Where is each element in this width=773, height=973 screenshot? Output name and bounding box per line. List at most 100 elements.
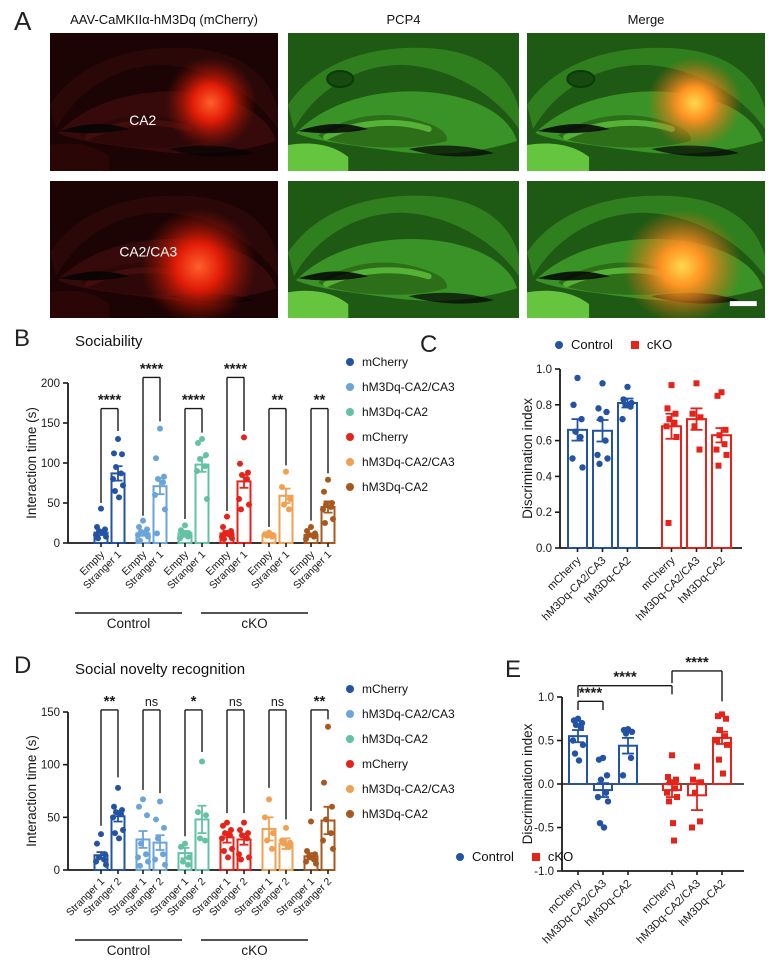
bar xyxy=(135,796,151,872)
discrimination-legend-novelty: Control cKO xyxy=(456,849,573,864)
sig-bracket: **** xyxy=(224,360,247,511)
svg-text:0: 0 xyxy=(54,538,60,550)
legend-label: mCherry xyxy=(362,355,409,369)
svg-text:100: 100 xyxy=(41,458,60,470)
sig-bracket: ** xyxy=(100,693,119,826)
circle-marker-icon xyxy=(346,685,354,693)
bar xyxy=(592,380,613,549)
discrimination-legend-sociability: Control cKO xyxy=(555,337,672,352)
svg-text:****: **** xyxy=(182,392,206,409)
bar xyxy=(617,383,638,550)
svg-text:cKO: cKO xyxy=(241,616,267,631)
bar xyxy=(219,513,235,544)
bar xyxy=(236,819,252,872)
bar xyxy=(686,380,707,550)
sig-bracket: ** xyxy=(268,392,287,527)
svg-text:150: 150 xyxy=(41,707,60,719)
bar xyxy=(152,425,168,544)
bar xyxy=(618,725,638,785)
bar xyxy=(303,524,319,544)
legend-label: hM3Dq-CA2 xyxy=(362,405,429,419)
panel-d-title: Social novelty recognition xyxy=(75,661,246,678)
axes: -1.0 -0.5 0.0 0.5 1.0 Discrimination index xyxy=(520,692,744,878)
sig-bracket: ns xyxy=(268,695,287,820)
svg-text:**: ** xyxy=(314,693,326,710)
legend-item: hM3Dq-CA2 xyxy=(346,732,455,746)
legend-label: mCherry xyxy=(362,682,409,696)
panel-b-label: B xyxy=(14,325,31,352)
legend-label: Control xyxy=(472,849,514,864)
legend-label: hM3Dq-CA2/CA3 xyxy=(362,380,455,394)
bar xyxy=(152,798,168,871)
svg-text:0.2: 0.2 xyxy=(536,507,552,519)
legend-label: hM3Dq-CA2/CA3 xyxy=(362,455,455,469)
circle-marker-icon xyxy=(346,760,354,768)
bar xyxy=(177,840,193,871)
bar xyxy=(568,715,588,785)
social-novelty-chart: 0 50 100 150 Interaction time (s) ** ns * ns ns **… xyxy=(24,693,336,958)
region-label: CA2 xyxy=(129,112,156,128)
bar xyxy=(110,436,126,544)
circle-marker-icon xyxy=(346,735,354,743)
legend-label: Control xyxy=(571,337,613,352)
sig-bracket: ** xyxy=(310,392,329,521)
svg-text:150: 150 xyxy=(41,418,60,430)
bar xyxy=(93,831,109,871)
svg-text:50: 50 xyxy=(47,812,60,824)
svg-text:Interaction time (s): Interaction time (s) xyxy=(24,407,39,519)
sig-bracket: ns xyxy=(226,695,245,814)
circle-marker-icon xyxy=(346,358,354,366)
panel-c-discrimination-sociability: C 0.0 0.2 0.4 0.6 0.8 1.0 Discrimination index… xyxy=(420,325,773,655)
legend-item: hM3Dq-CA2/CA3 xyxy=(346,380,455,394)
bar xyxy=(261,529,277,544)
sig-bracket: **** xyxy=(577,669,673,697)
legend-item: mCherry xyxy=(346,757,455,771)
legend-item: mCherry xyxy=(346,355,455,369)
bar xyxy=(278,468,294,545)
panel-e-label: E xyxy=(505,656,522,683)
svg-text:100: 100 xyxy=(41,760,60,772)
circle-marker-icon xyxy=(555,340,563,349)
panel-a-label: A xyxy=(14,6,32,36)
svg-text:ns: ns xyxy=(271,695,284,709)
micrograph-red-row2: CA2/CA3 xyxy=(50,181,278,318)
svg-text:Discrimination index: Discrimination index xyxy=(520,398,535,519)
legend-label: mCherry xyxy=(362,430,409,444)
sig-bracket: * xyxy=(184,693,203,837)
micrograph-green-row2 xyxy=(288,181,519,318)
bar xyxy=(93,505,109,545)
panel-d-social-novelty: D Social novelty recognition 0 50 100 150 In… xyxy=(8,652,468,973)
legend-item: hM3Dq-CA2 xyxy=(346,480,455,494)
bar xyxy=(219,819,235,871)
circle-marker-icon xyxy=(346,383,354,391)
bar xyxy=(194,758,210,872)
legend-item: mCherry xyxy=(346,430,455,444)
bar xyxy=(135,517,151,544)
sig-bracket: **** xyxy=(140,360,164,516)
svg-text:****: **** xyxy=(140,360,164,377)
svg-text:Control: Control xyxy=(107,616,151,631)
circle-marker-icon xyxy=(346,810,354,818)
circle-marker-icon xyxy=(346,433,354,441)
circle-marker-icon xyxy=(456,852,464,861)
svg-text:ns: ns xyxy=(145,695,158,709)
legend-item: hM3Dq-CA2 xyxy=(346,405,455,419)
bar xyxy=(662,752,682,844)
legend-label: hM3Dq-CA2 xyxy=(362,807,429,821)
sig-bracket: ** xyxy=(310,693,329,812)
micrograph-green-row1 xyxy=(288,33,519,171)
legend-item: mCherry xyxy=(346,682,455,696)
group-labels: Control cKO xyxy=(75,939,308,958)
circle-marker-icon xyxy=(346,710,354,718)
circle-marker-icon xyxy=(346,408,354,416)
panel-c-label: C xyxy=(420,331,438,358)
svg-text:0.5: 0.5 xyxy=(538,736,554,748)
micrograph-merge-row1 xyxy=(527,33,765,171)
svg-text:Discrimination index: Discrimination index xyxy=(520,723,535,844)
panel-a-col-title-merge: Merge xyxy=(627,12,665,27)
legend-item: hM3Dq-CA2 xyxy=(346,807,455,821)
svg-text:Interaction time (s): Interaction time (s) xyxy=(24,735,39,847)
svg-text:1.0: 1.0 xyxy=(536,364,552,376)
